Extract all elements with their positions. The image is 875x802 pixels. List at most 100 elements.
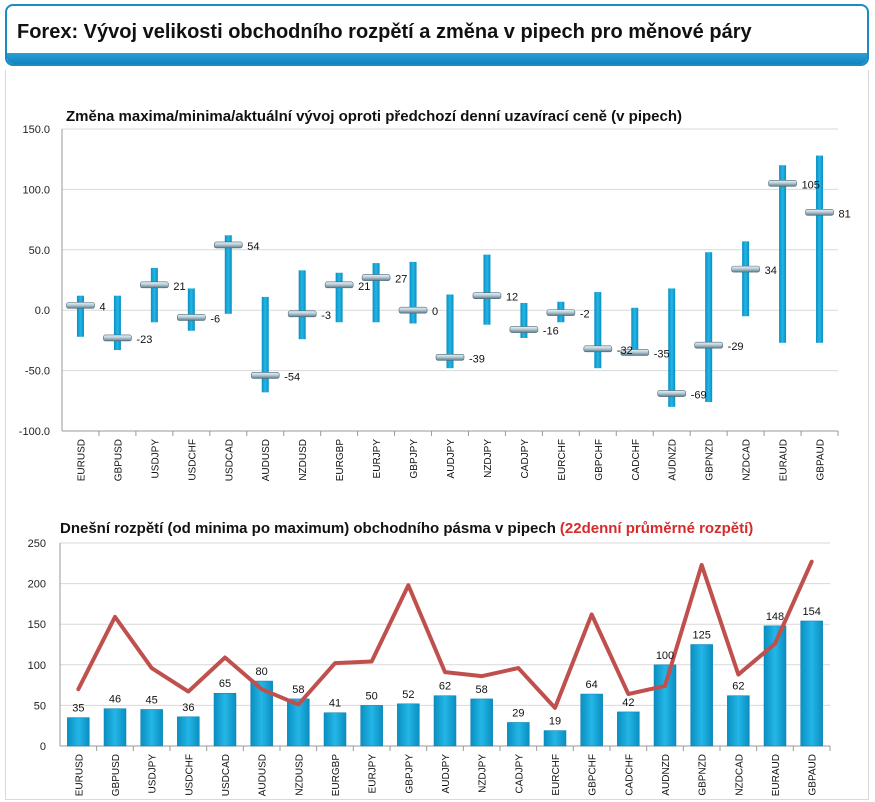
chart2-value-label: 58 [476,684,488,696]
chart1-x-axis: EURUSD GBPUSD USDJPY USDCHF USDCAD AUDUSD NZDU… [76,431,839,481]
chart2-average-line [76,559,814,710]
chart1-x-tick-label: CADCHF [631,439,642,481]
chart2-x-tick-label: EURJPY [368,754,379,794]
chart2-x-tick-label: AUDNZD [661,754,672,796]
chart1-x-tick-label: GBPCHF [594,439,605,481]
chart1-current-marker [620,349,650,356]
chart2-value-label: 42 [622,697,634,709]
chart1-value-label: -3 [321,310,331,322]
chart2-x-tick-label: GBPNZD [698,754,709,796]
chart2-value-label: 46 [109,694,121,706]
chart2-x-tick-label: EURAUD [771,754,782,796]
chart2-bar [470,698,493,747]
chart2-value-label: 80 [256,666,268,678]
chart1-x-tick-label: EURAUD [779,439,790,481]
chart1-value-label: 0 [432,306,438,318]
chart1-title: Změna maxima/minima/aktuální vývoj oprot… [66,108,682,125]
chart1-current-marker [324,281,354,289]
chart1-range-bar [113,295,121,351]
chart2-x-tick-label: USDJPY [148,754,159,794]
chart2-value-label: 19 [549,716,561,728]
chart2-value-labels: 35 46 45 36 65 80 58 41 50 52 62 58 29 19 64 42 100 125 62… [72,606,821,728]
chart1-x-tick-label: AUDUSD [261,439,272,481]
chart1-value-label: 54 [247,241,259,253]
chart2-x-tick-label: NZDJPY [478,754,489,793]
chart2-title-main: Dnešní rozpětí (od minima po maximum) ob… [60,520,556,537]
chart1-value-labels: 4 -23 21 -6 54 -54 -3 21 27 0 -39 12 -16 -2 -32 -35 -69 -… [99,179,850,401]
chart2-value-label: 62 [439,681,451,693]
chart2-bar [543,730,567,747]
chart1-current-marker [66,302,95,309]
chart2-x-tick-label: CADCHF [624,754,635,796]
chart1-x-tick-label: AUDJPY [446,439,457,479]
chart1-range-bar [187,288,195,331]
chart1-range-bar [668,288,676,407]
chart2-x-tick-label: USDCHF [184,754,195,796]
chart1-x-tick-label: CADJPY [520,439,531,479]
chart2-bar [507,722,530,747]
chart1-x-tick-label: USDJPY [150,439,161,479]
chart2-value-label: 29 [512,707,524,719]
chart1-current-marker [805,209,834,216]
chart2-bar [763,625,787,747]
chart1-x-tick-label: GBPUSD [113,439,124,481]
chart1-y-tick-label: -50.0 [25,366,50,378]
chart2-x-tick-label: EURUSD [74,754,85,796]
chart2-x-tick-label: USDCAD [221,754,232,796]
chart1-range-bar [816,155,824,343]
page-title: Forex: Vývoj velikosti obchodního rozpět… [17,21,752,43]
chart2-y-tick-label: 200 [28,579,46,591]
chart2-y-tick-label: 150 [28,619,46,631]
chart1-range-bar [409,261,417,324]
chart1-current-marker [398,306,428,314]
chart1-y-tick-label: 50.0 [29,245,50,257]
chart2-y-tick-label: 0 [40,741,46,753]
chart1-range-bar [224,235,232,314]
chart1-value-label: 34 [765,265,777,277]
chart1-current-marker [731,265,760,273]
chart1-range-bar [705,252,713,403]
chart1-current-marker [768,180,797,187]
chart2-value-label: 41 [329,698,341,710]
chart1-bars [66,155,834,407]
chart1-range-bar [372,263,380,323]
chart1-x-tick-label: GBPNZD [705,439,716,481]
chart1-y-tick-label: 0.0 [35,305,50,317]
chart2-x-tick-label: GBPAUD [808,754,819,796]
chart1-x-tick-label: NZDCAD [742,439,753,481]
chart1-x-tick-label: GBPAUD [816,439,827,481]
chart2-title-highlight: (22denní průměrné rozpětí) [560,520,753,537]
chart2-value-label: 154 [802,606,820,618]
chart2-bar [360,705,383,747]
chart2-value-label: 64 [586,679,598,691]
chart2-x-tick-label: AUDUSD [258,754,269,796]
chart2-x-tick-label: NZDCAD [734,754,745,796]
chart2-bar [287,698,310,747]
chart1-range-bar [594,292,602,369]
chart2-title: Dnešní rozpětí (od minima po maximum) ob… [60,520,753,537]
chart1-range-bar [261,296,269,393]
chart1-value-label: 21 [173,281,185,293]
chart1-current-marker [657,390,687,397]
chart1-range-bar [631,307,639,354]
header-accent-bar [7,53,867,64]
chart1-range-bar [483,254,491,325]
chart1-value-label: 105 [802,179,820,191]
chart2-bar [103,708,127,747]
chart1-current-marker [509,326,539,333]
chart2-value-label: 125 [692,630,710,642]
chart1-range-bar [335,272,343,323]
chart2-bar [653,664,677,747]
chart1-value-label: -2 [580,309,590,321]
chart2-y-tick-label: 250 [28,538,46,550]
chart1-current-marker [287,310,317,318]
chart1-x-tick-label: EURJPY [372,439,383,479]
chart1-current-marker [694,341,723,349]
chart2-bar [323,712,347,747]
chart2-x-tick-label: EURCHF [551,754,562,796]
chart1-y-tick-label: -100.0 [19,426,50,438]
chart2-value-label: 65 [219,678,231,690]
chart2-bar [140,709,163,747]
chart2-bar [800,620,823,747]
